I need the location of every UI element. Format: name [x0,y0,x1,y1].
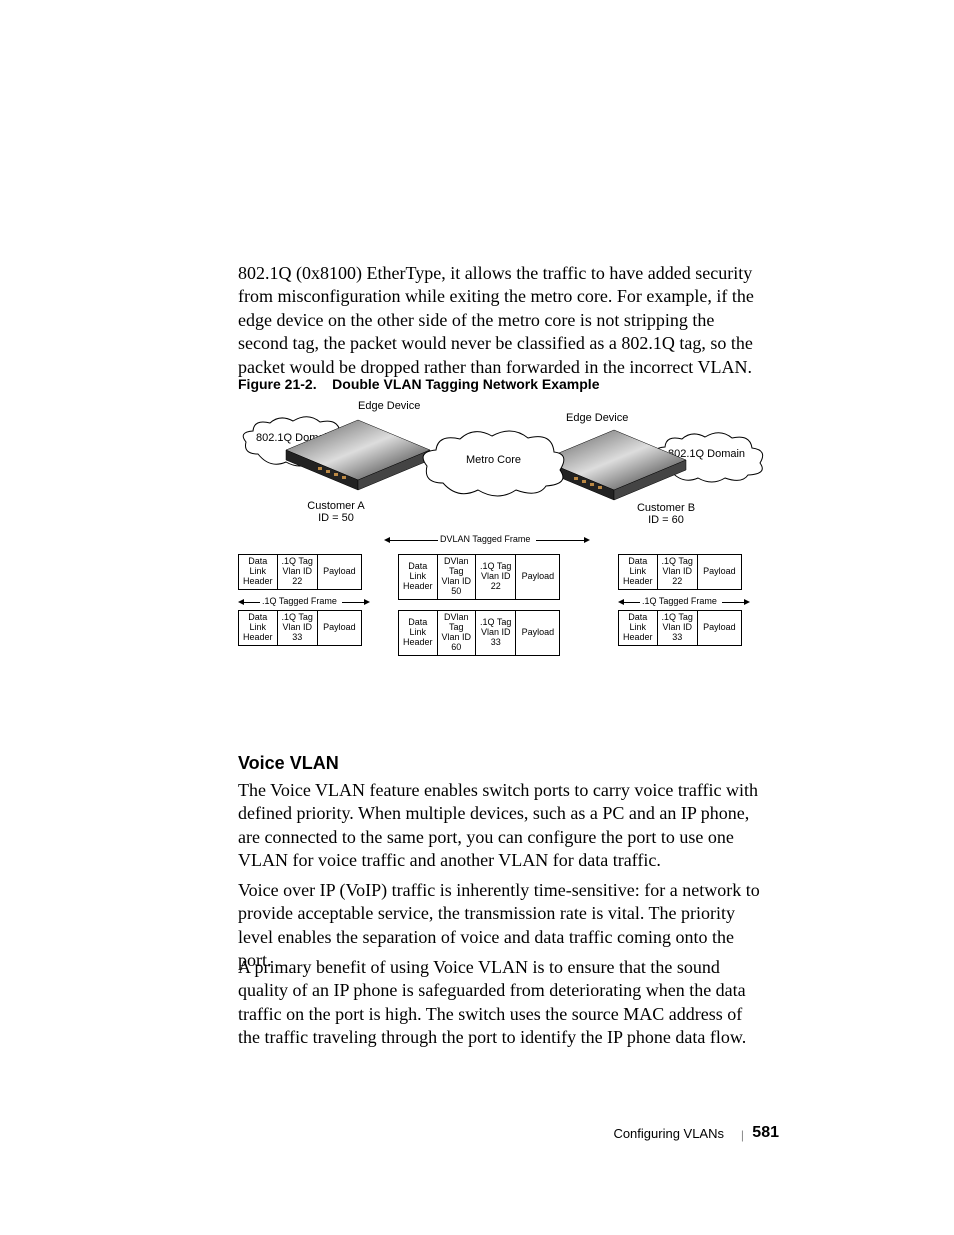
edge-device-left-icon [278,412,438,502]
q-arrow-left2 [342,602,364,603]
cell-q33: .1Q TagVlan ID33 [657,611,697,646]
frame-table-row1-left: DataLinkHeader .1Q TagVlan ID22 Payload [238,554,362,590]
page-footer: Configuring VLANs | 581 [0,1126,954,1146]
voice-vlan-heading: Voice VLAN [238,753,339,774]
cell-dlh: DataLinkHeader [239,555,278,590]
dvlan-arrow-left [390,540,438,541]
voice-vlan-para3: A primary benefit of using Voice VLAN is… [238,956,768,1050]
dvlan-arrowhead-left-icon [384,537,390,543]
cell-q22: .1Q TagVlan ID22 [476,555,516,600]
cell-payload: Payload [317,555,361,590]
network-diagram: Edge Device Edge Device 802.1Q Domain 80… [238,392,776,722]
q-frame-label-right: .1Q Tagged Frame [642,596,717,606]
cell-q22: .1Q TagVlan ID22 [277,555,317,590]
q-arrow-right2 [722,602,744,603]
frame-table-row2-right: DataLinkHeader .1Q TagVlan ID33 Payload [618,610,742,646]
q-arrow-right1 [624,602,640,603]
customer-a-name: Customer A [307,500,364,512]
customer-a-label: Customer A ID = 50 [296,500,376,524]
cell-dlh: DataLinkHeader [619,611,658,646]
cell-payload: Payload [697,611,741,646]
footer-chapter: Configuring VLANs [613,1126,724,1141]
figure-number: Figure 21-2. [238,376,317,392]
edge-device-left-label: Edge Device [358,400,420,412]
q-arrowhead-right2-icon [744,599,750,605]
cell-q33: .1Q TagVlan ID33 [476,611,516,656]
cell-payload: Payload [697,555,741,590]
cell-dlh: DataLinkHeader [239,611,278,646]
customer-b-label: Customer B ID = 60 [626,502,706,526]
q-arrowhead-left2-icon [364,599,370,605]
q-frame-label-left: .1Q Tagged Frame [262,596,337,606]
cell-dvlan60: DVlanTagVlan ID60 [437,611,476,656]
footer-page-number: 581 [752,1124,779,1142]
frame-table-row2-left: DataLinkHeader .1Q TagVlan ID33 Payload [238,610,362,646]
cell-dlh: DataLinkHeader [399,555,438,600]
cell-dlh: DataLinkHeader [399,611,438,656]
cell-payload: Payload [516,611,560,656]
figure-caption: Figure 21-2. Double VLAN Tagging Network… [238,376,599,392]
dvlan-frame-label: DVLAN Tagged Frame [440,534,530,544]
cell-q33: .1Q TagVlan ID33 [277,611,317,646]
footer-separator: | [741,1128,744,1142]
frame-table-row1-mid: DataLinkHeader DVlanTagVlan ID50 .1Q Tag… [398,554,560,600]
intro-paragraph: 802.1Q (0x8100) EtherType, it allows the… [238,262,768,379]
customer-b-name: Customer B [637,502,695,514]
cell-payload: Payload [317,611,361,646]
q-arrow-left1 [244,602,260,603]
dvlan-arrow-right [536,540,584,541]
dvlan-arrowhead-right-icon [584,537,590,543]
cell-dlh: DataLinkHeader [619,555,658,590]
cell-q22: .1Q TagVlan ID22 [657,555,697,590]
metro-core-label: Metro Core [466,454,521,466]
page: 802.1Q (0x8100) EtherType, it allows the… [0,0,954,1235]
frame-table-row1-right: DataLinkHeader .1Q TagVlan ID22 Payload [618,554,742,590]
voice-vlan-para1: The Voice VLAN feature enables switch po… [238,779,768,873]
customer-a-id: ID = 50 [318,512,354,524]
customer-b-id: ID = 60 [648,514,684,526]
cell-payload: Payload [516,555,560,600]
cell-dvlan50: DVlanTagVlan ID50 [437,555,476,600]
figure-title: Double VLAN Tagging Network Example [332,376,599,392]
frame-table-row2-mid: DataLinkHeader DVlanTagVlan ID60 .1Q Tag… [398,610,560,656]
